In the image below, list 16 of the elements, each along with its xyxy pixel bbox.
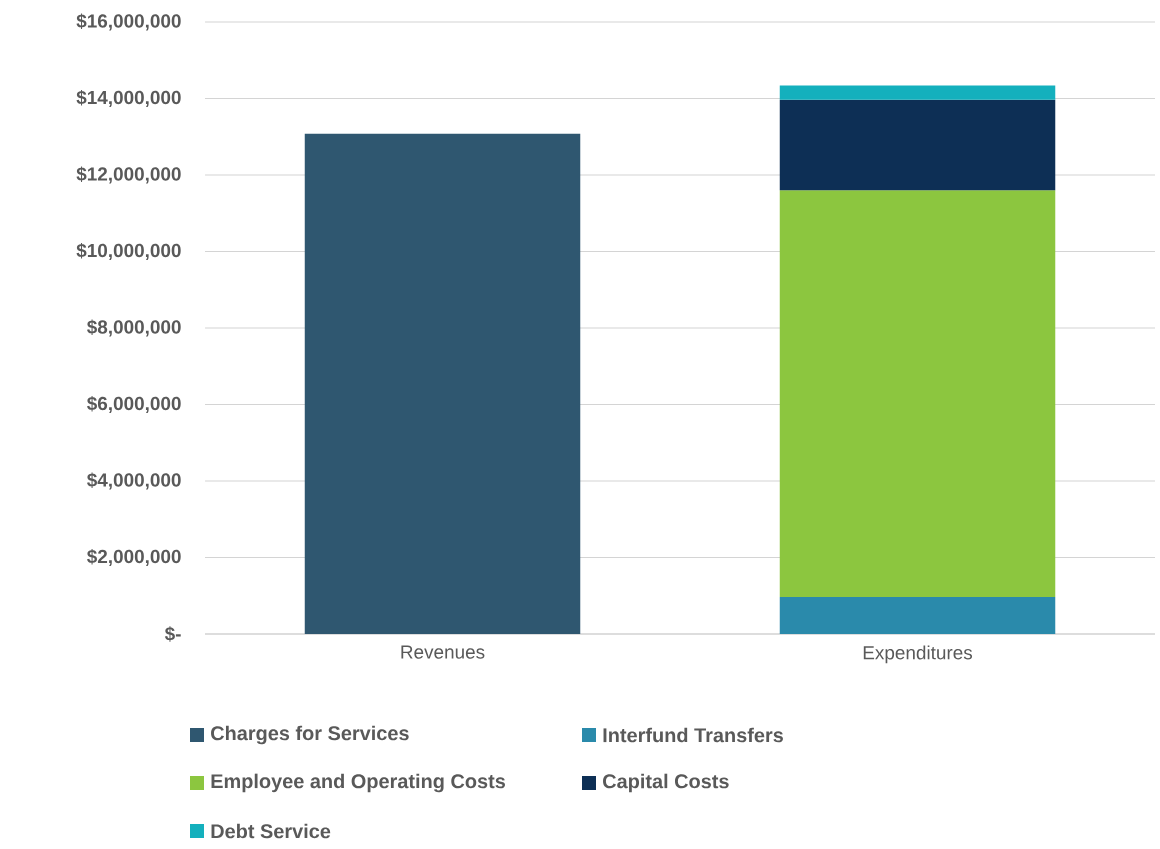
legend-label: Interfund Transfers [603,727,783,743]
x-tick-label: Revenues [401,645,485,659]
y-tick-label: $16,000,000 [76,13,181,31]
legend-label: Debt Service [211,823,331,839]
y-tick-label: $8,000,000 [87,319,181,337]
legend-label: Capital Costs [603,773,729,793]
y-tick-label: $- [164,626,181,642]
x-tick-label: Expenditures [863,645,973,664]
y-tick-label: $14,000,000 [76,89,181,107]
y-tick-label: $6,000,000 [87,396,181,413]
y-tick-label: $12,000,000 [76,166,181,184]
y-tick-label: $2,000,000 [87,549,181,566]
legend-label: Charges for Services [211,725,409,745]
legend-label: Employee and Operating Costs [211,773,505,793]
y-tick-label: $4,000,000 [87,472,181,490]
y-tick-label: $10,000,000 [76,242,181,260]
